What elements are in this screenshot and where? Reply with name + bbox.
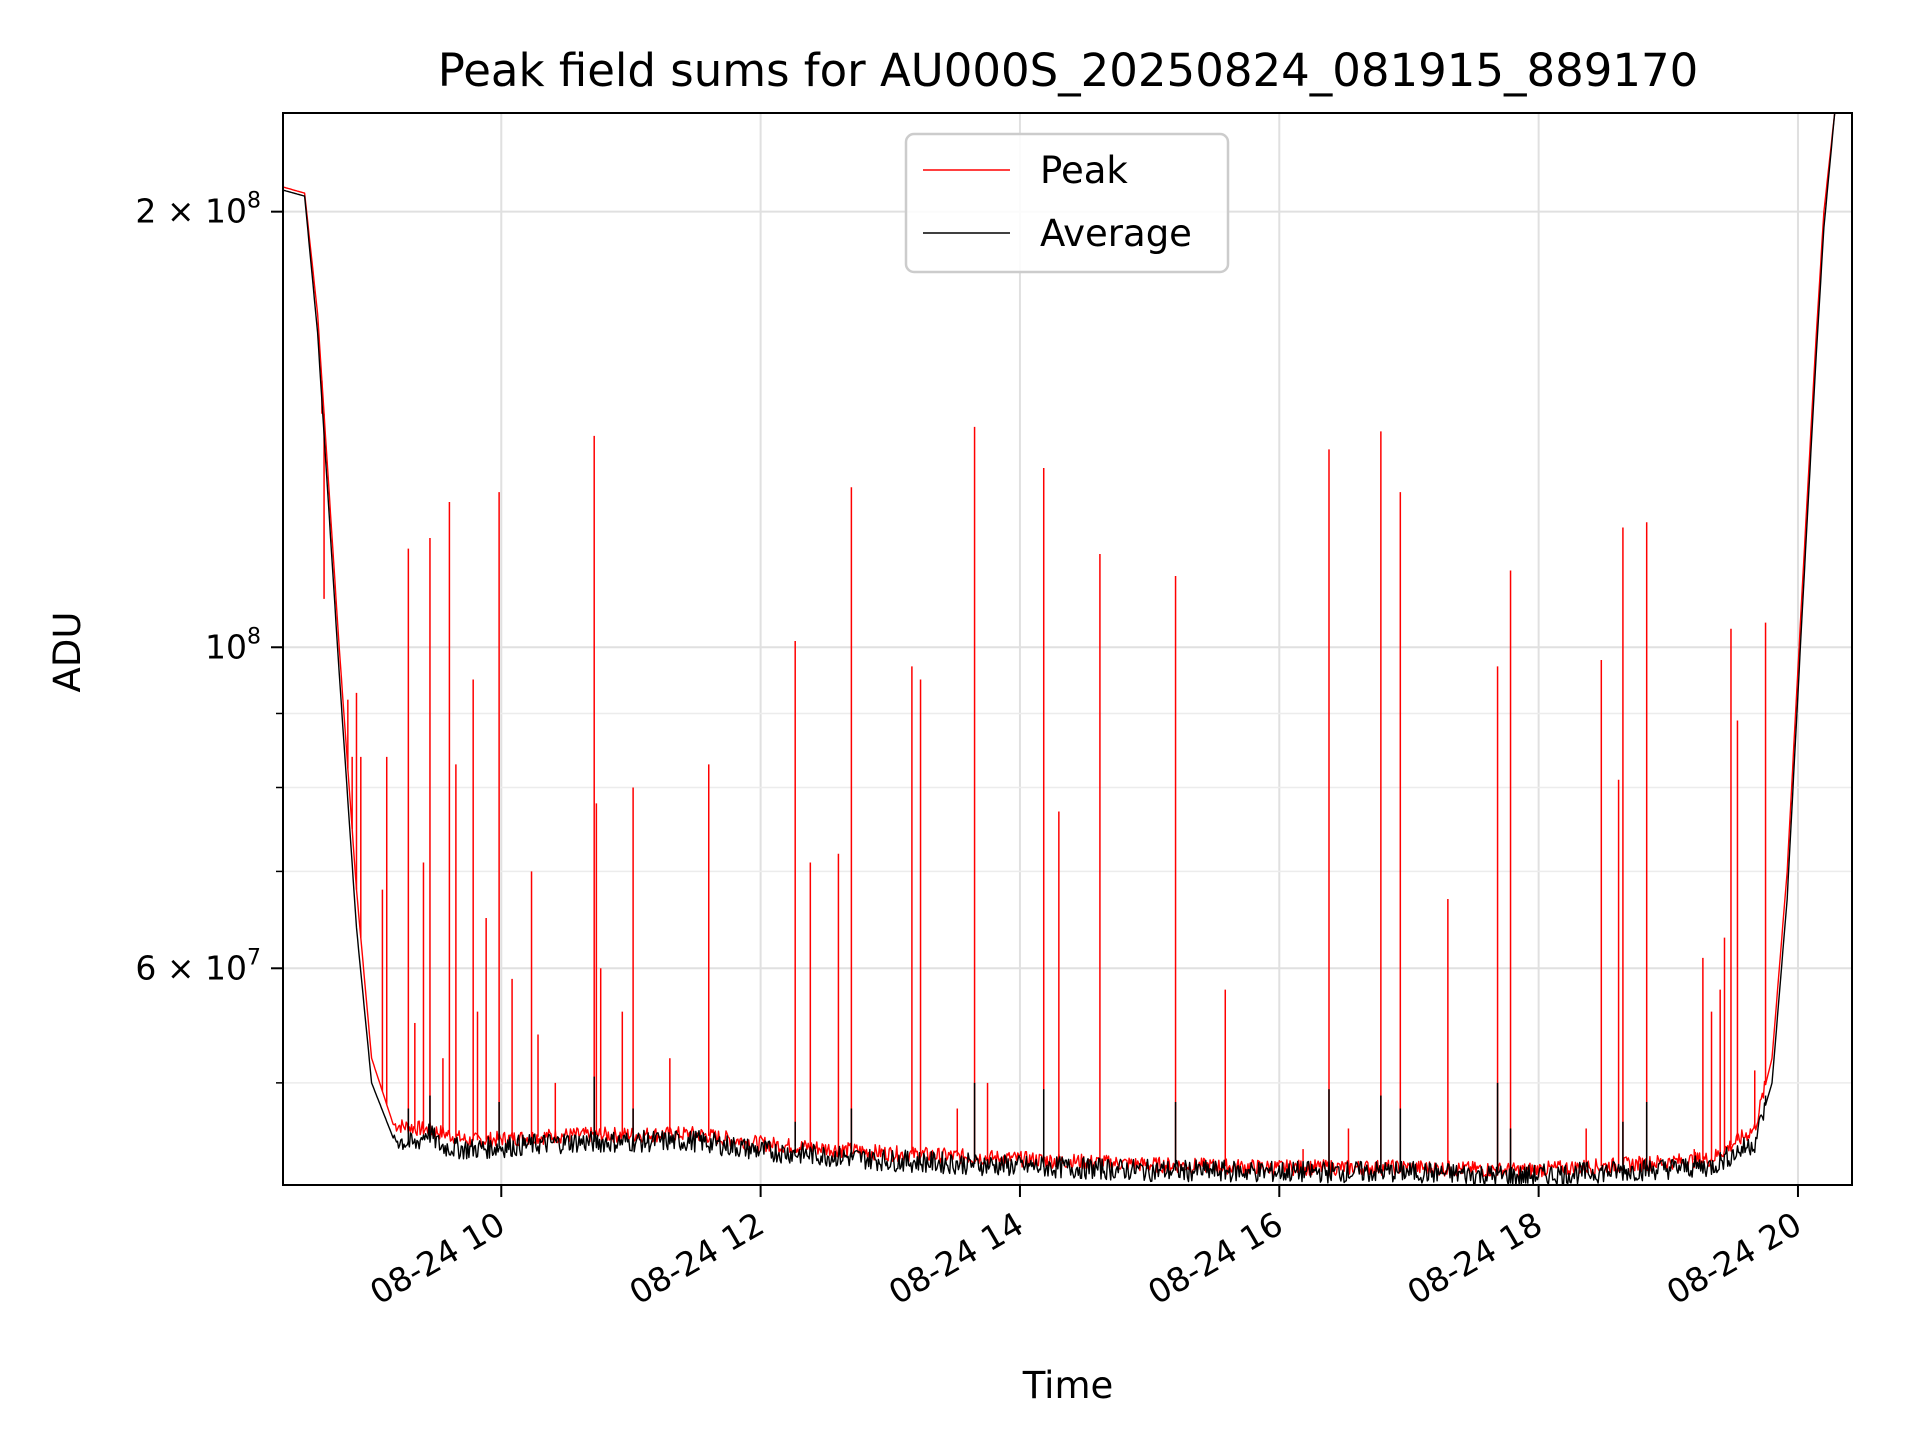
gridlines (283, 113, 1852, 1185)
legend-box (904, 132, 1230, 274)
plot-frame (282, 112, 1853, 1186)
legend-label-average: Average (1040, 212, 1192, 255)
y-tick-label-1: 108 (205, 624, 261, 666)
legend-label-peak: Peak (1040, 149, 1128, 192)
x-axis-label: Time (1022, 1364, 1114, 1407)
chart-title: Peak field sums for AU000S_20250824_0819… (438, 44, 1699, 97)
y-axis-label: ADU (46, 612, 89, 693)
series-average (283, 113, 1836, 1185)
legend: Peak Average (904, 132, 1230, 274)
series-peak (283, 113, 1836, 1179)
y-tick-label-0: 6 × 107 (135, 945, 261, 987)
series-area (283, 113, 1836, 1185)
y-tick-label-2: 2 × 108 (135, 189, 261, 231)
series-line-average (283, 113, 1836, 1185)
